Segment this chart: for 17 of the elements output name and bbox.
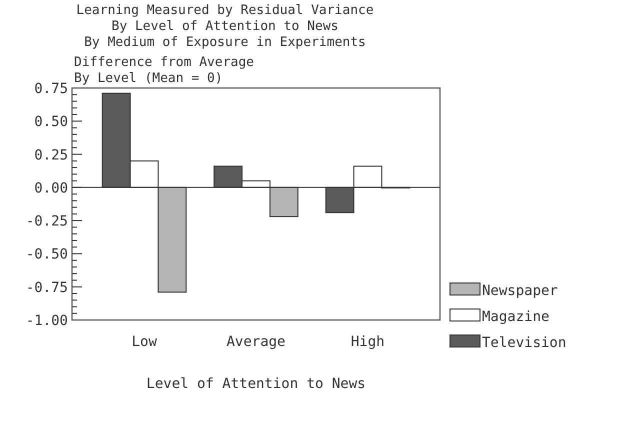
chart-title: Learning Measured by Residual Variance By Level of Attention to News By Medium of Exposure in Experiments xyxy=(76,3,374,50)
x-tick-label: High xyxy=(350,334,385,350)
y-tick-label: -0.75 xyxy=(26,280,68,296)
legend-label: Television xyxy=(482,335,566,351)
x-axis-title: Level of Attention to News xyxy=(146,376,366,392)
x-tick-label: Average xyxy=(226,334,286,350)
y-tick-label: 0.50 xyxy=(34,114,68,130)
y-tick-label: 0.25 xyxy=(34,147,68,164)
y-tick-label: -0.25 xyxy=(26,214,68,230)
y-tick-label: 0.00 xyxy=(34,180,68,196)
y-axis-title: Difference from Average By Level (Mean = 0) xyxy=(74,55,254,86)
legend-label: Newspaper xyxy=(482,283,558,299)
y-tick-label: -0.50 xyxy=(26,246,68,263)
legend-label: Magazine xyxy=(482,309,550,325)
y-tick-label: -1.00 xyxy=(26,313,68,329)
x-tick-label: Low xyxy=(132,334,158,350)
y-tick-label: 0.75 xyxy=(34,81,68,97)
